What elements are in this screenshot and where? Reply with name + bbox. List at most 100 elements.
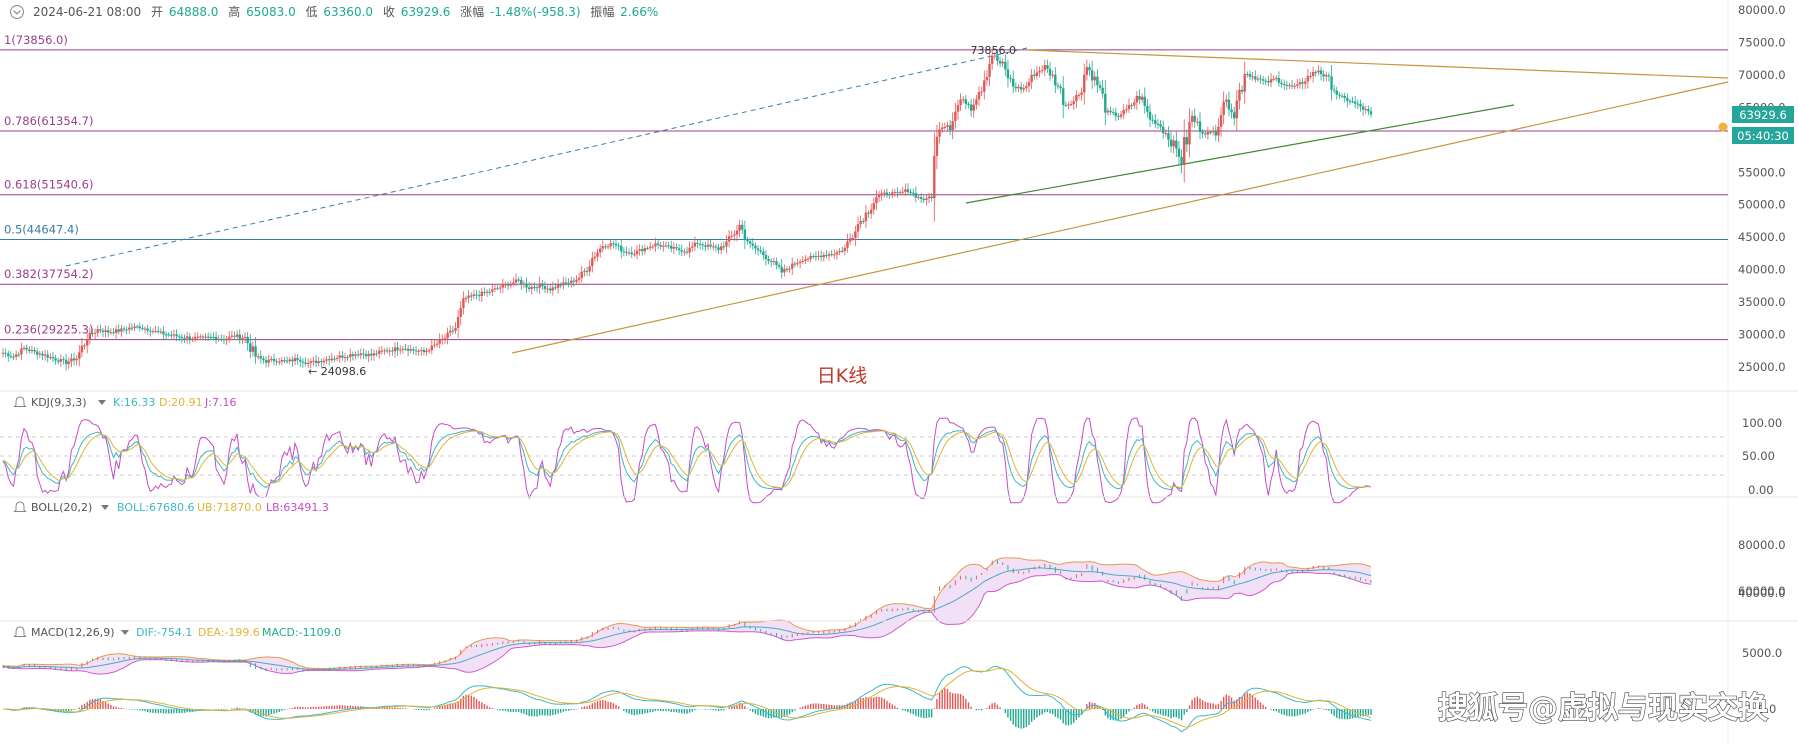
candle-body: [906, 189, 910, 193]
candle-body: [1225, 99, 1228, 102]
candle-body: [759, 250, 762, 252]
candle-body: [138, 326, 141, 329]
candle-body: [1233, 112, 1236, 119]
candle-body: [149, 330, 152, 332]
candle-body: [157, 330, 160, 332]
candle-body: [959, 99, 962, 106]
change-value: -1.48%(-958.3): [490, 5, 581, 19]
candle-body: [4, 352, 7, 354]
candle-body: [625, 251, 628, 253]
candle-body: [630, 252, 633, 255]
candle-body: [1004, 61, 1007, 70]
candle-body: [328, 359, 331, 361]
candle-body: [954, 111, 957, 122]
candle-body: [243, 336, 247, 338]
candle-body: [627, 252, 631, 254]
candle-body: [1282, 83, 1286, 85]
candle-body: [291, 359, 294, 362]
candle-body: [441, 338, 444, 340]
candle-body: [549, 288, 552, 291]
watermark: 搜狐号@虚拟与现实交换: [1438, 691, 1769, 726]
candle-body: [801, 260, 804, 262]
candle-body: [504, 284, 507, 286]
candle-body: [833, 254, 836, 256]
candle-body: [1077, 94, 1081, 96]
candle-body: [1025, 86, 1028, 89]
candle-body: [643, 248, 647, 252]
bell-icon: [13, 396, 27, 407]
candle-body: [635, 250, 639, 255]
kdj-j: J:7.16: [204, 396, 236, 409]
candle-body: [59, 359, 63, 362]
candle-body: [362, 353, 365, 355]
candle-body: [443, 338, 447, 340]
candle-body: [538, 283, 541, 288]
candle-body: [280, 360, 284, 362]
candle-body: [788, 268, 791, 270]
candle-body: [309, 361, 312, 363]
candle-body: [404, 348, 407, 350]
candle-body: [1201, 131, 1204, 134]
candle-body: [975, 99, 978, 105]
candle-body: [1022, 88, 1025, 90]
candle-body: [1209, 132, 1212, 134]
candle-body: [620, 245, 623, 252]
candle-body: [483, 291, 486, 293]
candle-body: [601, 246, 605, 249]
candle-body: [259, 356, 263, 359]
candle-body: [872, 203, 875, 210]
collapse-icon[interactable]: [10, 5, 24, 19]
candle-body: [417, 350, 420, 352]
candle-body: [393, 347, 397, 352]
candle-body: [496, 288, 499, 290]
boll-dropdown-icon[interactable]: [101, 505, 109, 510]
candle-body: [170, 334, 173, 336]
candle-body: [343, 356, 347, 358]
candle-body: [409, 349, 412, 351]
fib-level-label: 1(73856.0): [4, 33, 68, 47]
candle-body: [180, 336, 184, 339]
candle-body: [196, 336, 199, 338]
candle-body: [1027, 82, 1031, 87]
candle-body: [767, 258, 770, 261]
candle-body: [122, 328, 126, 330]
candle-body: [964, 99, 968, 105]
candle-body: [585, 270, 589, 272]
candle-body: [651, 246, 654, 248]
candle-body: [172, 334, 176, 336]
candle-body: [1293, 85, 1296, 87]
candle-body: [1298, 82, 1302, 85]
candle-body: [317, 361, 320, 364]
candle-body: [983, 80, 986, 92]
candle-body: [977, 91, 981, 100]
candle-body: [712, 246, 715, 248]
candle-body: [688, 247, 691, 253]
candle-body: [1304, 81, 1307, 84]
ohlc-header: 2024-06-21 08:00 开 64888.0 高 65083.0 低 6…: [10, 4, 658, 19]
candle-body: [598, 248, 602, 253]
candle-body: [701, 244, 704, 246]
alert-dot-icon[interactable]: [1718, 122, 1728, 132]
candle-body: [472, 294, 476, 297]
candle-body: [1, 352, 5, 354]
candle-body: [559, 284, 562, 286]
candle-body: [117, 329, 120, 332]
candle-body: [1046, 65, 1049, 69]
boll-axis-80000: 80000.0: [1738, 538, 1786, 552]
candle-body: [104, 330, 107, 332]
candle-body: [656, 243, 660, 246]
candle-body: [1140, 96, 1144, 100]
candle-body: [406, 348, 410, 351]
boll-mid: BOLL:67680.6: [117, 501, 194, 514]
candle-body: [1019, 86, 1023, 90]
candle-body: [967, 104, 970, 106]
kdj-dropdown-icon[interactable]: [98, 400, 106, 405]
high-label: 高: [228, 4, 240, 19]
candle-body: [78, 352, 81, 359]
macd-dropdown-icon[interactable]: [121, 630, 129, 635]
price-axis-tick: 80000.0: [1738, 3, 1786, 17]
candle-body: [1075, 95, 1078, 102]
candle-body: [817, 255, 820, 257]
candle-body: [514, 279, 518, 283]
